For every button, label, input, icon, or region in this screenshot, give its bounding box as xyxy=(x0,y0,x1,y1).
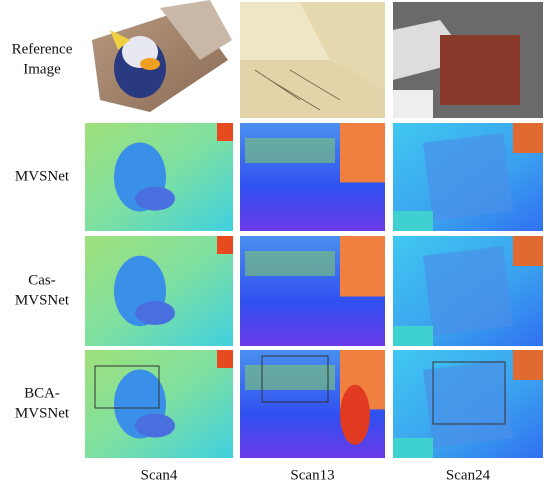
labels: Reference Image MVSNet Cas- MVSNet BCA- MVSNet… xyxy=(12,41,491,483)
row-label: Reference xyxy=(12,41,73,57)
depth-map xyxy=(393,236,543,346)
row-label: BCA- xyxy=(24,385,60,401)
depth-map xyxy=(393,350,543,458)
depth-map xyxy=(393,123,543,231)
depth-maps xyxy=(85,123,543,458)
row-label: MVSNet xyxy=(15,168,70,184)
depth-object xyxy=(423,360,513,448)
depth-object xyxy=(340,236,385,297)
depth-object xyxy=(135,301,175,325)
highlight-box xyxy=(261,355,329,403)
depth-object xyxy=(340,123,385,183)
column-label: Scan24 xyxy=(446,467,491,483)
row-label: MVSNet xyxy=(15,405,70,421)
depth-map xyxy=(85,236,233,346)
depth-map xyxy=(85,350,233,458)
depth-noise xyxy=(513,123,543,153)
depth-noise xyxy=(393,211,433,231)
column-label: Scan4 xyxy=(141,467,178,483)
depth-noise xyxy=(513,350,543,380)
column-label: Scan13 xyxy=(290,467,334,483)
reference-image xyxy=(240,2,385,118)
depth-noise xyxy=(393,326,433,346)
depth-object xyxy=(135,413,175,438)
depth-noise xyxy=(340,384,370,445)
depth-object xyxy=(423,246,513,336)
depth-map xyxy=(240,123,385,231)
reference-image xyxy=(85,0,233,118)
depth-noise xyxy=(245,138,335,163)
highlight-box xyxy=(432,361,506,425)
row-label: MVSNet xyxy=(15,292,70,308)
row-label: Cas- xyxy=(28,272,56,288)
depth-object xyxy=(135,186,175,211)
depth-map xyxy=(85,123,233,231)
depth-noise xyxy=(245,251,335,276)
depth-noise xyxy=(513,236,543,266)
depth-map xyxy=(240,350,385,458)
highlight-box xyxy=(94,365,160,409)
depth-noise xyxy=(217,123,233,141)
depth-map xyxy=(240,236,385,346)
depth-noise xyxy=(217,236,233,254)
depth-noise xyxy=(245,365,335,390)
depth-noise xyxy=(393,438,433,458)
depth-object xyxy=(423,133,513,221)
row-label: Image xyxy=(23,61,61,77)
depth-noise xyxy=(217,350,233,368)
reference-image xyxy=(393,2,543,118)
